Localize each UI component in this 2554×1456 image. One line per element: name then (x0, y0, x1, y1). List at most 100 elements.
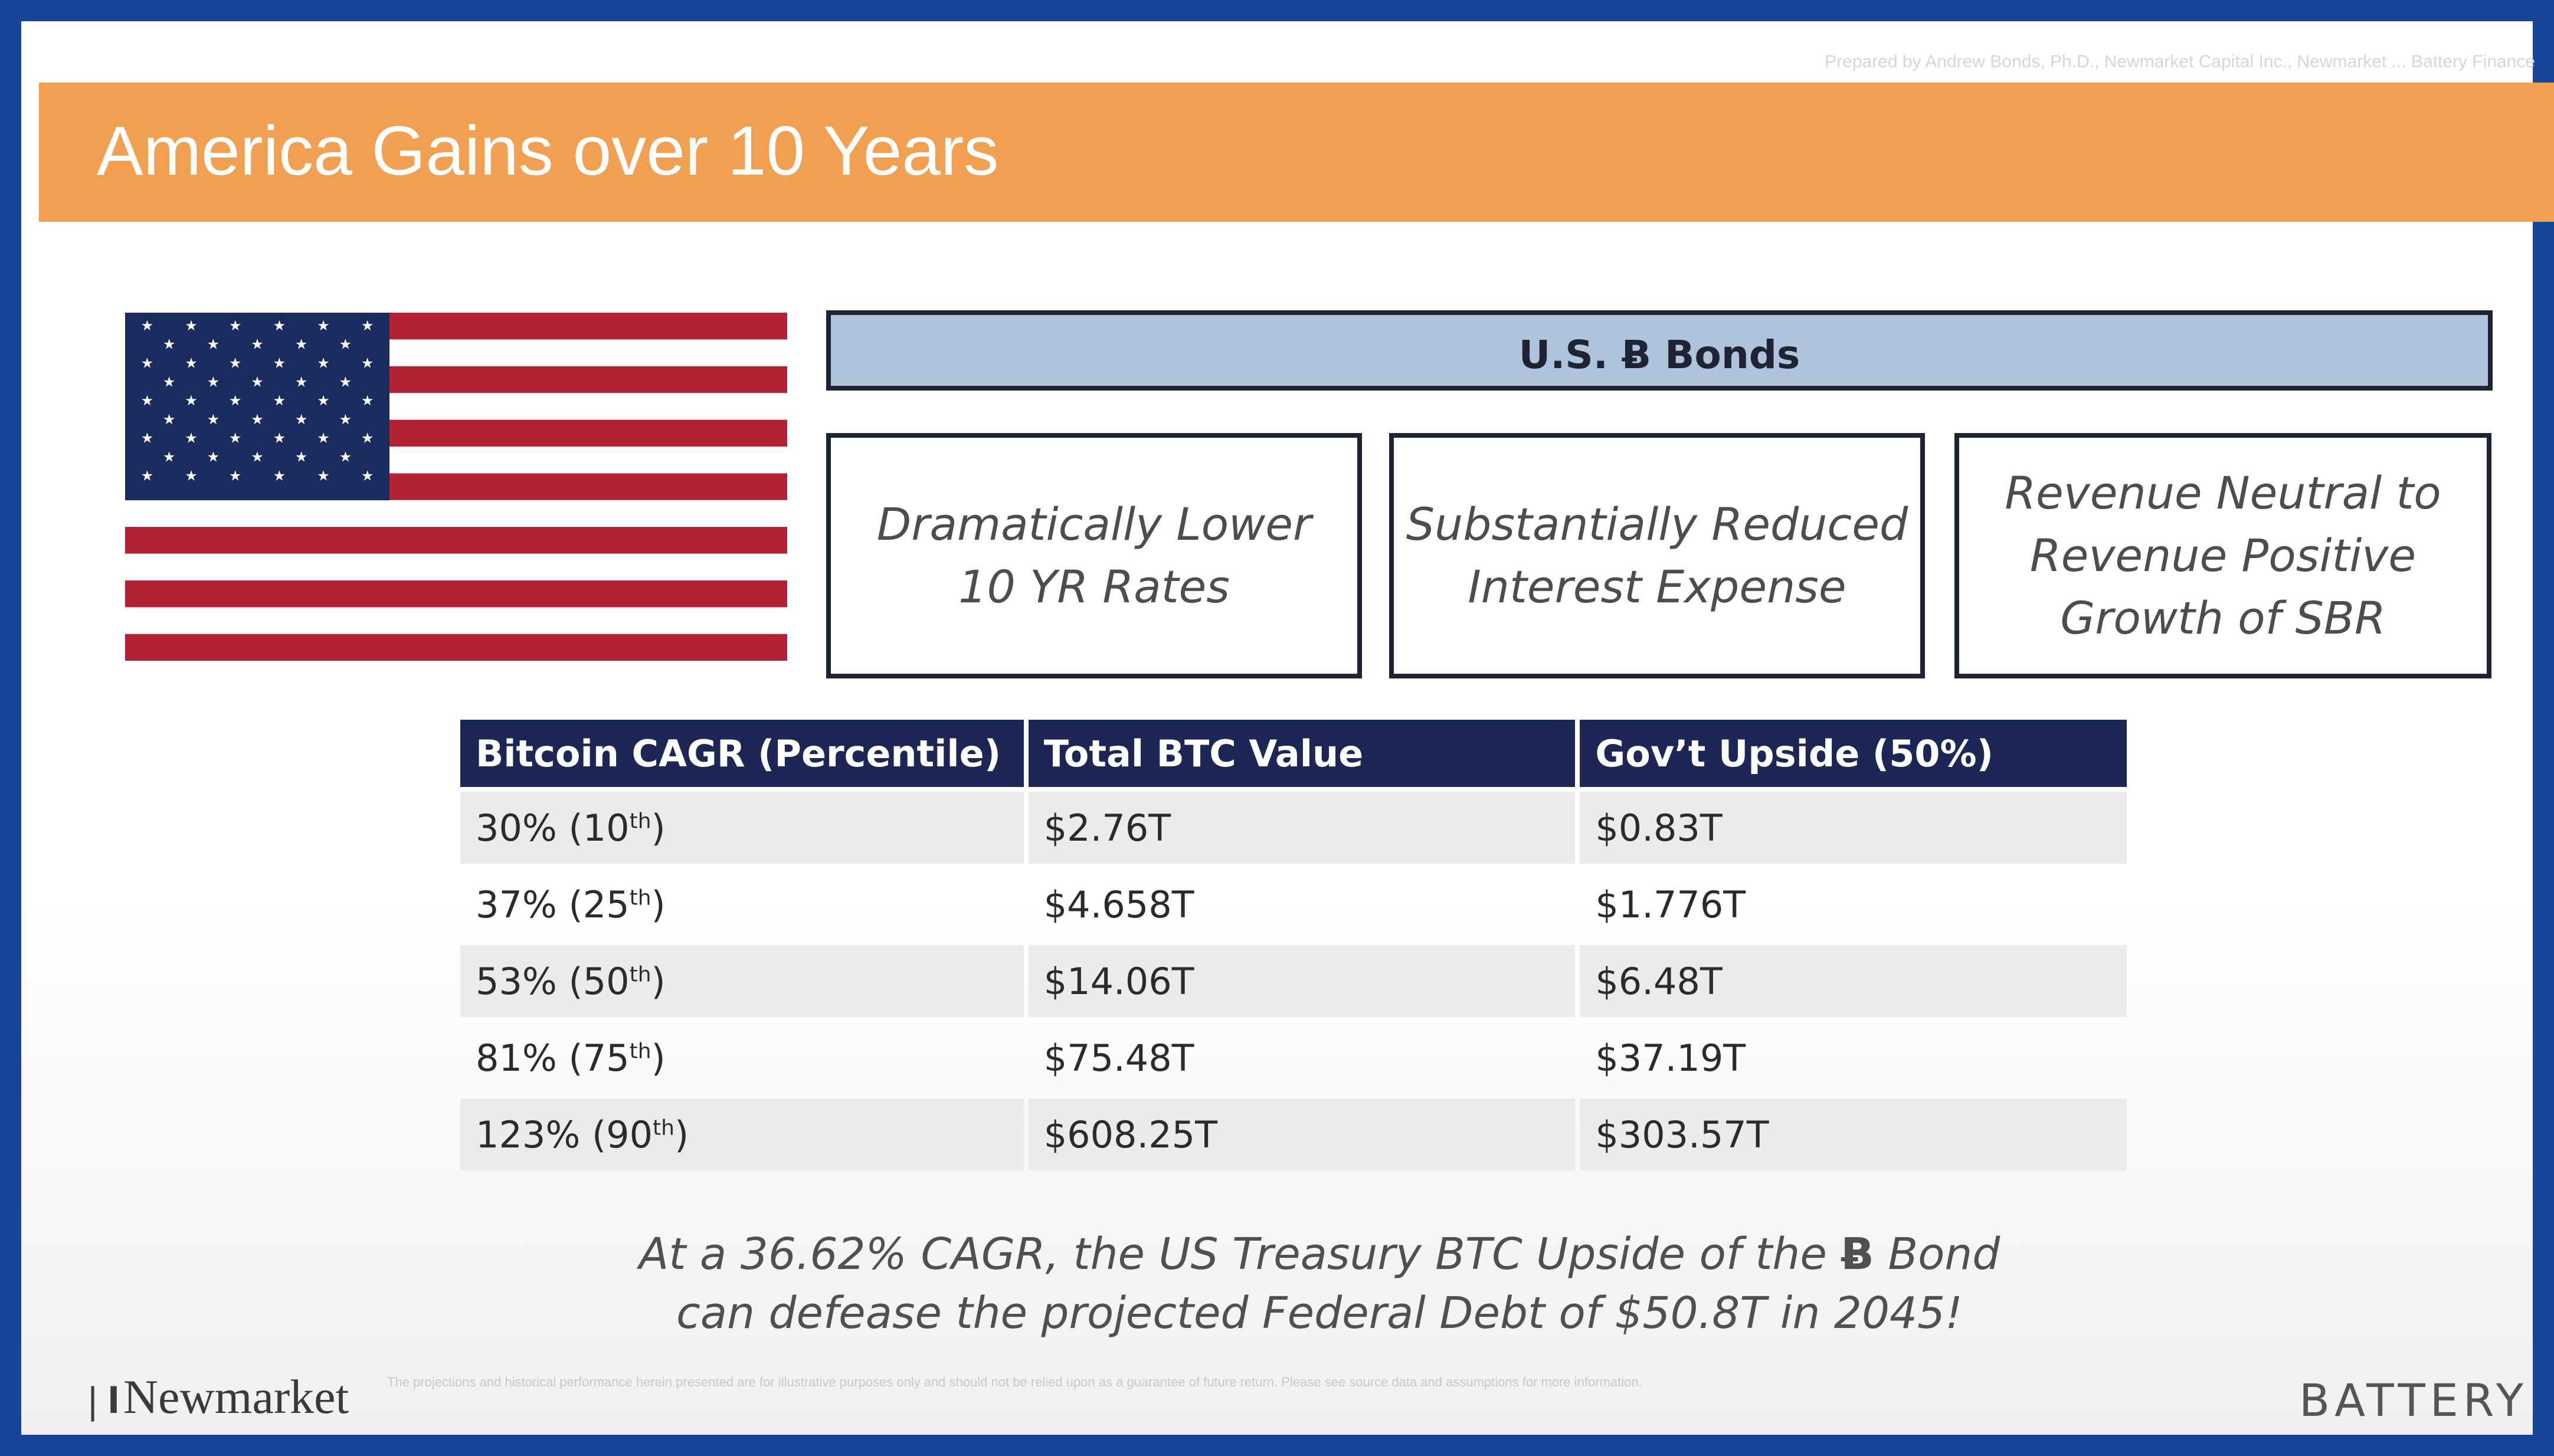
flag-star: ★ (317, 317, 330, 334)
flag-star: ★ (273, 355, 286, 372)
flag-star: ★ (295, 336, 308, 353)
bitcoin-bond-symbol: Ƀ (1841, 1229, 1874, 1280)
flag-star: ★ (141, 430, 154, 447)
flag-star: ★ (251, 336, 264, 353)
newmarket-logo: ❘lNewmarket (78, 1368, 349, 1427)
bonds-title: U.S. Ƀ Bonds (1518, 332, 1800, 378)
cell-total-btc: $14.06T (1028, 945, 1576, 1017)
flag-star: ★ (185, 467, 198, 484)
benefit-box-revenue: Revenue Neutral to Revenue Positive Grow… (1954, 433, 2491, 678)
flag-star: ★ (317, 355, 330, 372)
flag-stripe (125, 553, 787, 581)
flag-star: ★ (339, 373, 352, 390)
conclusion-statement: At a 36.62% CAGR, the US Treasury BTC Up… (493, 1225, 2146, 1343)
cell-cagr: 53% (50th) (460, 945, 1024, 1017)
flag-stripe (125, 607, 787, 635)
flag-star: ★ (295, 373, 308, 390)
battery-logo: BATTERY (2299, 1374, 2529, 1427)
newmarket-logo-mark-icon: ❘l (78, 1380, 120, 1422)
table-header-row: Bitcoin CAGR (Percentile) Total BTC Valu… (460, 720, 2127, 787)
flag-stripe (125, 634, 787, 661)
flag-star: ★ (251, 449, 264, 465)
flag-star: ★ (185, 355, 198, 372)
flag-star: ★ (361, 355, 374, 372)
flag-star: ★ (317, 392, 330, 409)
flag-star: ★ (295, 449, 308, 465)
benefit-text-revenue: Revenue Neutral to Revenue Positive Grow… (2005, 467, 2441, 644)
flag-star: ★ (229, 430, 242, 447)
cell-cagr: 30% (10th) (460, 792, 1024, 864)
flag-star: ★ (229, 317, 242, 334)
title-bar (39, 83, 2554, 222)
table-row: 123% (90th) $608.25T $303.57T (460, 1098, 2127, 1170)
flag-star: ★ (185, 430, 198, 447)
cell-total-btc: $75.48T (1043, 1036, 1194, 1080)
flag-star: ★ (163, 373, 176, 390)
flag-star: ★ (273, 317, 286, 334)
flag-stripe (125, 527, 787, 554)
footer-disclaimer: The projections and historical performan… (387, 1375, 1642, 1389)
flag-star: ★ (141, 467, 154, 484)
flag-star: ★ (207, 449, 220, 465)
flag-star: ★ (251, 411, 264, 428)
benefit-box-interest: Substantially Reduced Interest Expense (1389, 433, 1925, 678)
flag-star: ★ (251, 373, 264, 390)
newmarket-logo-text: Newmarket (123, 1370, 349, 1424)
flag-star: ★ (229, 467, 242, 484)
flag-star: ★ (317, 467, 330, 484)
cell-total-btc: $4.658T (1043, 883, 1194, 926)
flag-star: ★ (317, 430, 330, 447)
flag-star: ★ (163, 411, 176, 428)
cell-gov-upside: $303.57T (1580, 1098, 2127, 1170)
flag-star: ★ (141, 317, 154, 334)
column-header-gov-upside: Gov’t Upside (50%) (1580, 720, 2127, 787)
benefit-box-rates: Dramatically Lower 10 YR Rates (826, 433, 1362, 678)
column-header-total-btc: Total BTC Value (1028, 720, 1576, 787)
benefit-text-interest: Substantially Reduced Interest Expense (1406, 498, 1908, 613)
column-header-cagr: Bitcoin CAGR (Percentile) (460, 720, 1024, 787)
table-row: 53% (50th) $14.06T $6.48T (460, 945, 2127, 1017)
flag-star: ★ (229, 392, 242, 409)
flag-canton (125, 313, 389, 500)
cell-cagr: 81% (75th) (476, 1036, 666, 1080)
flag-star: ★ (361, 467, 374, 484)
slide-title: America Gains over 10 Years (97, 112, 999, 190)
flag-star: ★ (361, 317, 374, 334)
flag-stripe (125, 580, 787, 608)
benefit-text-rates: Dramatically Lower 10 YR Rates (876, 498, 1312, 613)
flag-star: ★ (207, 373, 220, 390)
cell-cagr: 37% (25th) (476, 883, 666, 926)
cell-total-btc: $2.76T (1028, 792, 1576, 864)
flag-star: ★ (141, 392, 154, 409)
table-row: 37% (25th) $4.658T $1.776T (460, 868, 2127, 940)
table-row: 30% (10th) $2.76T $0.83T (460, 792, 2127, 864)
flag-star: ★ (163, 449, 176, 465)
flag-star: ★ (229, 355, 242, 372)
cell-gov-upside: $0.83T (1580, 792, 2127, 864)
flag-star: ★ (339, 336, 352, 353)
flag-stars: ★ ★ ★ ★ ★ ★ ★ ★ ★ ★ ★ ★ ★ ★ ★ ★ ★ ★ ★ ★ ★ ★ ★ ★ ★ ★ ★ ★ ★ ★ ★ ★ ★ ★ ★ ★ ★ ★ ★ ★… (141, 317, 374, 484)
flag-star: ★ (339, 449, 352, 465)
us-flag-icon: ★ ★ ★ ★ ★ ★ ★ ★ ★ ★ ★ ★ ★ ★ ★ ★ ★ ★ ★ ★ ★ ★ ★ ★ ★ ★ ★ ★ ★ ★ ★ ★ ★ ★ ★ ★ ★ ★ ★ ★… (125, 313, 787, 661)
flag-star: ★ (273, 430, 286, 447)
cell-cagr: 123% (90th) (460, 1098, 1024, 1170)
table-row: 81% (75th) $75.48T $37.19T (460, 1022, 2127, 1094)
flag-star: ★ (273, 467, 286, 484)
flag-star: ★ (273, 392, 286, 409)
bonds-header: U.S. Ƀ Bonds (826, 310, 2493, 391)
flag-star: ★ (185, 317, 198, 334)
flag-star: ★ (295, 411, 308, 428)
flag-star: ★ (163, 336, 176, 353)
flag-star: ★ (361, 430, 374, 447)
cell-total-btc: $608.25T (1028, 1098, 1576, 1170)
flag-star: ★ (207, 411, 220, 428)
cell-gov-upside: $6.48T (1580, 945, 2127, 1017)
flag-star: ★ (339, 411, 352, 428)
cell-gov-upside: $1.776T (1595, 883, 1746, 926)
btc-projection-table: Bitcoin CAGR (Percentile) Total BTC Valu… (456, 715, 2131, 1175)
conclusion-line-1: At a 36.62% CAGR, the US Treasury BTC Up… (638, 1229, 2000, 1280)
flag-star: ★ (207, 336, 220, 353)
cell-gov-upside: $37.19T (1595, 1036, 1746, 1080)
flag-star: ★ (185, 392, 198, 409)
